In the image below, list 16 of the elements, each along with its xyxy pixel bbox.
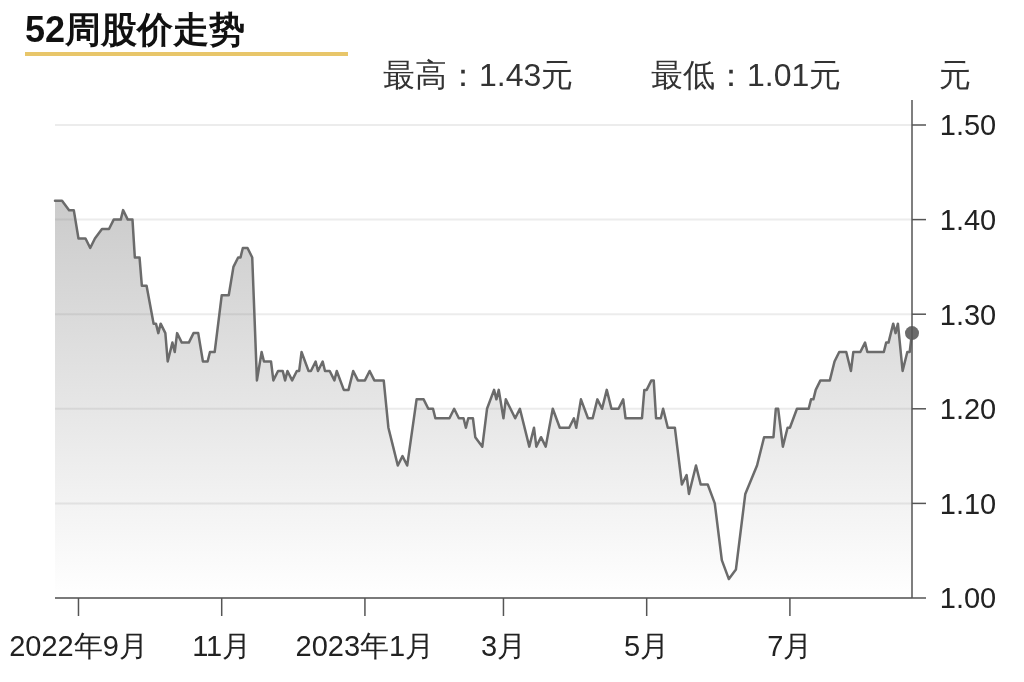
- x-tick-label: 2023年1月: [295, 630, 435, 662]
- y-tick-label: 1.30: [939, 298, 997, 331]
- x-tick-label: 11月: [192, 630, 252, 662]
- y-tick-label: 1.10: [939, 487, 997, 520]
- x-tick-label: 3月: [480, 630, 527, 662]
- text: 最高：1.43元: [383, 57, 574, 93]
- x-tick-label: 2022年9月: [9, 630, 148, 662]
- x-tick-label: 7月: [767, 630, 813, 662]
- y-tick-label: 1.00: [939, 582, 997, 615]
- chart-title: 52周股价走势: [25, 9, 246, 50]
- y-tick-label: 1.20: [939, 393, 997, 426]
- x-tick-label: 5月: [624, 630, 670, 662]
- y-tick-label: 1.50: [939, 109, 997, 142]
- y-axis-title: 元: [939, 57, 971, 93]
- y-tick-label: 1.40: [939, 204, 997, 237]
- text: 最低：1.01元: [651, 57, 842, 93]
